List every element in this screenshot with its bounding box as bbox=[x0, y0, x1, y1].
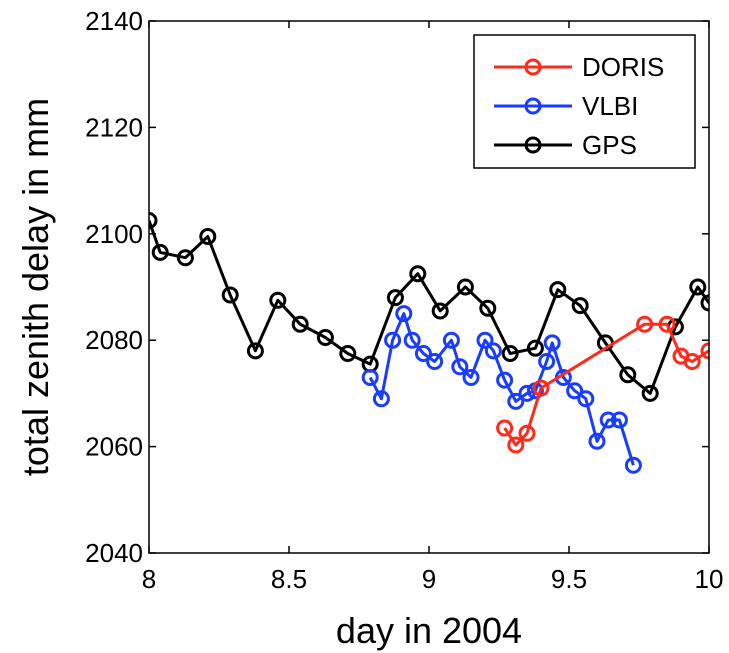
legend-swatch-marker bbox=[524, 136, 542, 154]
data-point bbox=[414, 345, 432, 362]
data-point bbox=[431, 302, 449, 320]
data-point bbox=[566, 382, 584, 400]
data-point bbox=[518, 424, 536, 442]
data-point bbox=[451, 358, 469, 376]
axis-ticks: 8 8.5 9 9.5 10 2040 2060 2080 2100 2120 2140 bbox=[85, 6, 723, 594]
data-point bbox=[199, 227, 217, 245]
data-point bbox=[409, 265, 427, 283]
x-tick-label: 10 bbox=[695, 564, 724, 594]
data-point bbox=[291, 315, 309, 333]
x-tick-label: 8 bbox=[142, 564, 156, 594]
data-point bbox=[543, 334, 561, 352]
data-point bbox=[683, 352, 701, 370]
data-point bbox=[507, 436, 525, 454]
data-point bbox=[403, 331, 421, 349]
legend-swatch-marker bbox=[524, 58, 542, 76]
data-point bbox=[462, 368, 480, 386]
data-point bbox=[610, 411, 628, 429]
legend-swatch-marker bbox=[524, 97, 542, 115]
x-axis-label: day in 2004 bbox=[336, 610, 522, 651]
series-doris bbox=[496, 315, 709, 454]
data-point bbox=[386, 289, 404, 307]
data-point bbox=[532, 379, 550, 397]
y-tick-label: 2140 bbox=[85, 6, 143, 36]
data-point bbox=[571, 297, 589, 315]
data-point bbox=[496, 419, 514, 437]
data-point bbox=[689, 278, 707, 296]
data-point bbox=[526, 339, 544, 357]
data-point bbox=[442, 331, 460, 349]
data-point bbox=[426, 352, 444, 370]
y-tick-label: 2080 bbox=[85, 325, 143, 355]
data-point bbox=[476, 331, 494, 349]
x-tick-label: 9.5 bbox=[551, 564, 587, 594]
data-point bbox=[149, 212, 158, 229]
data-point bbox=[658, 315, 676, 333]
y-tick-label: 2040 bbox=[85, 538, 143, 568]
data-point bbox=[700, 294, 709, 312]
data-point bbox=[384, 331, 402, 349]
legend-item-doris: DORIS bbox=[494, 52, 664, 82]
data-point bbox=[176, 249, 194, 267]
data-point bbox=[395, 305, 413, 323]
data-point bbox=[339, 345, 357, 362]
legend-label: DORIS bbox=[582, 52, 664, 82]
data-point bbox=[700, 342, 709, 360]
data-point bbox=[619, 366, 637, 384]
data-point bbox=[636, 315, 654, 333]
data-point bbox=[479, 299, 497, 317]
data-point bbox=[151, 243, 169, 261]
data-point bbox=[496, 371, 514, 389]
data-point bbox=[501, 345, 519, 362]
series-line-vlbi bbox=[368, 312, 635, 466]
data-point bbox=[507, 392, 525, 410]
y-tick-label: 2100 bbox=[85, 219, 143, 249]
data-point bbox=[599, 411, 617, 429]
data-point bbox=[577, 390, 595, 408]
data-point bbox=[246, 342, 264, 360]
data-point bbox=[624, 456, 642, 474]
legend-label: VLBI bbox=[582, 91, 638, 121]
data-point bbox=[484, 342, 502, 360]
data-point bbox=[538, 352, 556, 370]
plot-area bbox=[149, 212, 709, 474]
data-point bbox=[641, 384, 659, 402]
data-point bbox=[588, 432, 606, 450]
data-point bbox=[361, 368, 379, 386]
series-gps bbox=[149, 212, 709, 402]
legend-item-vlbi: VLBI bbox=[494, 91, 638, 121]
x-tick-label: 9 bbox=[422, 564, 436, 594]
data-point bbox=[549, 281, 567, 299]
legend-label: GPS bbox=[582, 130, 637, 160]
data-point bbox=[456, 278, 474, 296]
data-point bbox=[372, 390, 390, 408]
data-point bbox=[518, 384, 536, 402]
legend-item-gps: GPS bbox=[494, 130, 637, 160]
y-tick-label: 2060 bbox=[85, 432, 143, 462]
y-axis-label: total zenith delay in mm bbox=[15, 98, 56, 476]
data-point bbox=[221, 286, 239, 304]
data-point bbox=[316, 329, 334, 347]
x-tick-label: 8.5 bbox=[271, 564, 307, 594]
series-vlbi bbox=[361, 305, 642, 474]
legend: DORIS VLBI GPS bbox=[473, 34, 696, 169]
data-point bbox=[269, 291, 287, 309]
y-tick-label: 2120 bbox=[85, 112, 143, 142]
